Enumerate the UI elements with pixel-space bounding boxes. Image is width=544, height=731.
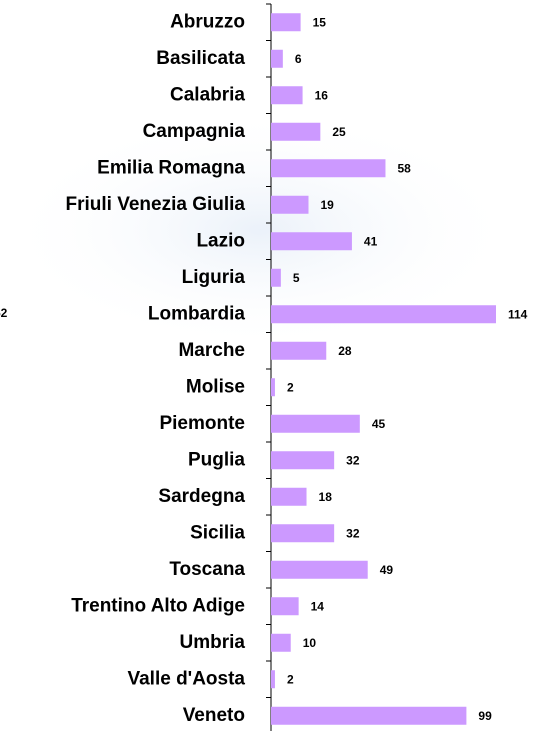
value-label: 15 — [313, 15, 327, 29]
background-swirl — [0, 110, 520, 350]
value-label: 114 — [508, 307, 528, 321]
category-label: Piemonte — [159, 413, 245, 434]
value-label: 32 — [346, 453, 360, 467]
annotation: 52 — [0, 306, 8, 320]
category-label: Toscana — [169, 559, 245, 580]
value-label: 25 — [332, 125, 346, 139]
value-label: 18 — [319, 490, 333, 504]
category-label: Calabria — [170, 84, 245, 105]
value-label: 16 — [315, 88, 329, 102]
bar — [271, 706, 467, 725]
bar — [271, 86, 303, 105]
category-label: Molise — [186, 376, 245, 397]
category-label: Campagnia — [143, 121, 246, 142]
bar — [271, 487, 307, 506]
category-label: Puglia — [188, 449, 245, 470]
bar — [271, 159, 386, 178]
bar — [271, 560, 368, 579]
category-label: Lazio — [196, 230, 245, 251]
bar — [271, 414, 360, 433]
value-label: 58 — [397, 161, 411, 175]
value-label: 5 — [293, 271, 300, 285]
bar — [271, 341, 327, 360]
category-label: Veneto — [183, 705, 245, 726]
category-label: Trentino Alto Adige — [71, 595, 245, 616]
value-label: 99 — [478, 709, 492, 723]
bar — [271, 49, 283, 68]
bar — [271, 13, 301, 32]
category-label: Abruzzo — [170, 11, 245, 32]
value-label: 19 — [321, 198, 335, 212]
bar — [271, 305, 496, 324]
category-label: Sicilia — [190, 522, 245, 543]
value-label: 10 — [303, 636, 317, 650]
bar — [271, 268, 281, 287]
category-label: Marche — [178, 340, 245, 361]
bar — [271, 633, 291, 652]
category-label: Sardegna — [158, 486, 245, 507]
bar — [271, 597, 299, 616]
bar — [271, 122, 321, 141]
bar — [271, 378, 275, 397]
value-label: 2 — [287, 380, 294, 394]
category-label: Liguria — [182, 267, 246, 288]
category-label: Basilicata — [156, 48, 245, 69]
value-label: 32 — [346, 526, 360, 540]
bar — [271, 524, 335, 543]
value-label: 14 — [311, 599, 325, 613]
bar — [271, 670, 275, 689]
bar — [271, 195, 309, 214]
value-label: 45 — [372, 417, 386, 431]
bar — [271, 232, 352, 251]
category-label: Friuli Venezia Giulia — [66, 194, 246, 215]
value-label: 28 — [338, 344, 352, 358]
category-label: Umbria — [180, 632, 246, 653]
value-label: 2 — [287, 672, 294, 686]
category-label: Valle d'Aosta — [127, 668, 245, 689]
value-label: 49 — [380, 563, 394, 577]
category-label: Lombardia — [148, 303, 246, 324]
category-label: Emilia Romagna — [97, 157, 245, 178]
value-label: 6 — [295, 52, 302, 66]
value-label: 41 — [364, 234, 378, 248]
bar — [271, 451, 335, 470]
